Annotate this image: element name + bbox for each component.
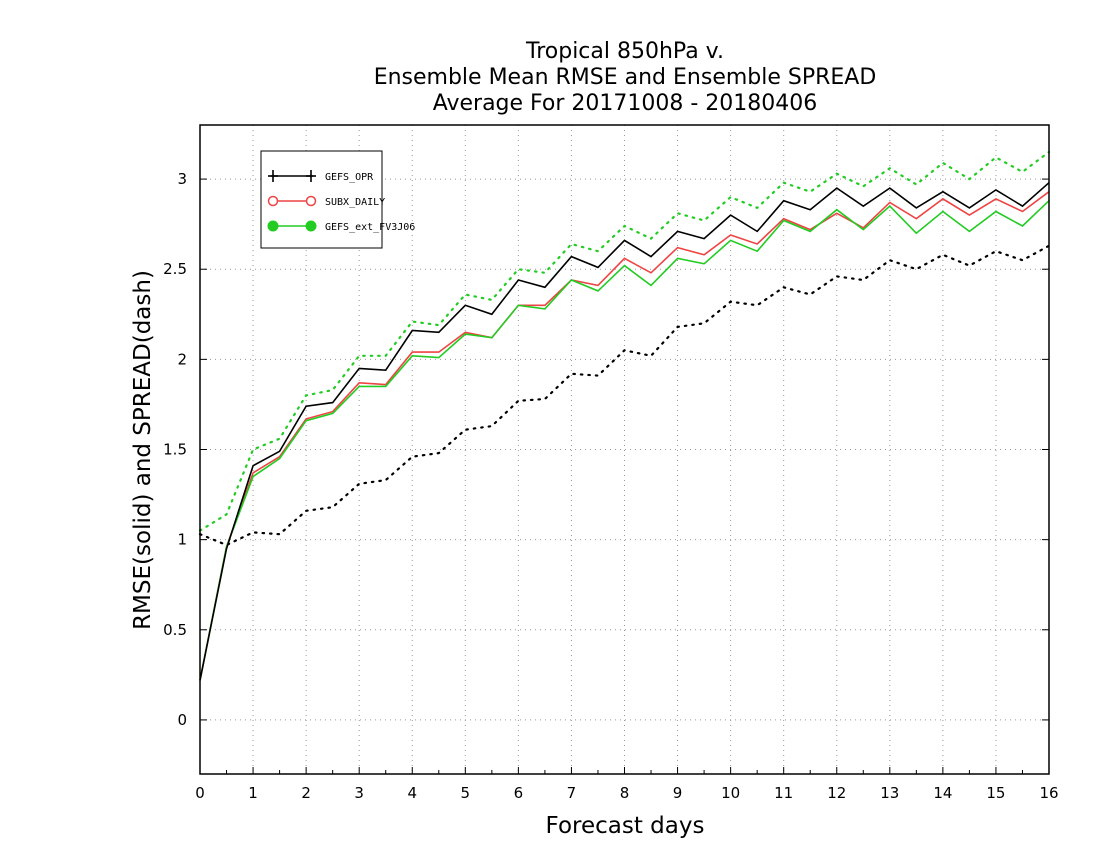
grid bbox=[200, 125, 1049, 774]
legend-marker bbox=[305, 220, 317, 232]
y-tick-label: 0 bbox=[177, 711, 187, 729]
legend-label: SUBX_DAILY bbox=[325, 197, 385, 208]
title-line-3: Average For 20171008 - 20180406 bbox=[433, 91, 818, 116]
x-tick-label: 13 bbox=[880, 784, 899, 802]
legend-label: GEFS_OPR bbox=[325, 172, 374, 183]
x-tick-label: 16 bbox=[1039, 784, 1058, 802]
x-tick-label: 10 bbox=[721, 784, 740, 802]
x-tick-label: 3 bbox=[354, 784, 364, 802]
legend-marker bbox=[305, 195, 317, 207]
y-tick-label: 1.5 bbox=[163, 441, 187, 459]
title-line-2: Ensemble Mean RMSE and Ensemble SPREAD bbox=[374, 65, 877, 90]
x-tick-label: 5 bbox=[461, 784, 471, 802]
legend-box bbox=[260, 150, 383, 249]
series-rmse-GEFS_ext_FV3J06 bbox=[199, 200, 1050, 681]
series-lines bbox=[198, 150, 1051, 681]
y-tick-label: 2.5 bbox=[163, 260, 187, 278]
x-tick-label: 8 bbox=[620, 784, 630, 802]
title-line-1: Tropical 850hPa v. bbox=[525, 39, 724, 64]
x-axis-ticks: 0 1 2 3 4 5 6 7 8 9 10 11 12 13 14 15 16 bbox=[195, 767, 1059, 802]
series-spread-GEFS_ext_FV3J06 bbox=[198, 150, 1051, 532]
y-axis-label: RMSE(solid) and SPREAD(dash) bbox=[130, 270, 156, 630]
y-tick-label: 0.5 bbox=[163, 621, 187, 639]
series-rmse-GEFS_OPR bbox=[199, 182, 1050, 681]
legend: GEFS_OPR SUBX_DAILY GEFS_ext_FV3J06 bbox=[260, 150, 415, 249]
x-tick-label: 2 bbox=[301, 784, 311, 802]
x-tick-label: 6 bbox=[514, 784, 524, 802]
legend-label: GEFS_ext_FV3J06 bbox=[325, 222, 415, 233]
legend-marker bbox=[267, 220, 279, 232]
chart-title: Tropical 850hPa v. Ensemble Mean RMSE an… bbox=[374, 39, 877, 116]
y-tick-label: 3 bbox=[177, 170, 187, 188]
x-tick-label: 9 bbox=[673, 784, 683, 802]
x-tick-label: 1 bbox=[248, 784, 258, 802]
x-axis-label: Forecast days bbox=[546, 813, 705, 839]
x-tick-label: 0 bbox=[195, 784, 205, 802]
series-rmse-SUBX_DAILY bbox=[199, 191, 1050, 681]
x-tick-label: 4 bbox=[407, 784, 417, 802]
x-tick-label: 15 bbox=[986, 784, 1005, 802]
y-tick-label: 1 bbox=[177, 531, 187, 549]
x-tick-label: 14 bbox=[933, 784, 952, 802]
legend-marker bbox=[267, 195, 279, 207]
y-tick-label: 2 bbox=[177, 350, 187, 368]
x-tick-label: 11 bbox=[774, 784, 793, 802]
y-axis-ticks: 0 0.5 1 1.5 2 2.5 3 bbox=[163, 170, 1049, 729]
series-spread-GEFS_OPR bbox=[198, 244, 1051, 547]
x-tick-label: 7 bbox=[567, 784, 577, 802]
x-tick-label: 12 bbox=[827, 784, 846, 802]
